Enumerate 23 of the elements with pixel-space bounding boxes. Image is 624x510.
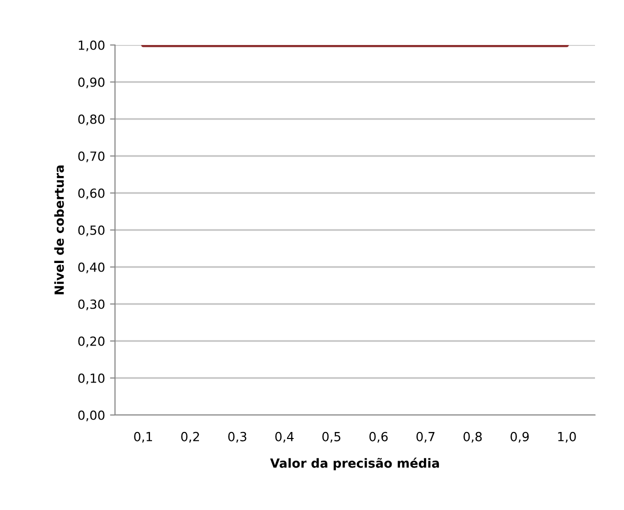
- y-tick-label: 0,80: [78, 114, 104, 126]
- x-tick-label: 0,1: [134, 432, 152, 443]
- y-tick-label: 0,00: [78, 410, 104, 422]
- x-tick-label: 0,7: [416, 432, 434, 443]
- x-tick-label: 0,4: [275, 432, 294, 443]
- x-tick-label: 0,9: [510, 432, 529, 443]
- y-tick-label: 1,00: [78, 40, 104, 52]
- y-tick-label: 0,20: [78, 336, 104, 348]
- x-tick-label: 0,8: [464, 432, 482, 443]
- x-tick-label: 0,2: [181, 432, 199, 443]
- x-tick-label: 0,6: [369, 432, 388, 443]
- y-tick-label: 0,90: [78, 77, 104, 88]
- y-tick-label: 0,10: [78, 373, 104, 384]
- x-tick-label: 0,3: [228, 432, 246, 443]
- y-axis-title: Nivel de cobertura: [54, 166, 64, 294]
- x-axis-title: Valor da precisão média: [270, 458, 439, 470]
- x-tick-label: 1,0: [558, 432, 576, 443]
- y-tick-label: 0,60: [78, 188, 104, 200]
- y-tick-label: 0,70: [78, 151, 104, 162]
- y-tick-label: 0,40: [78, 262, 104, 274]
- y-tick-label: 0,30: [78, 299, 104, 310]
- x-tick-label: 0,5: [322, 432, 340, 443]
- y-tick-label: 0,50: [78, 225, 104, 236]
